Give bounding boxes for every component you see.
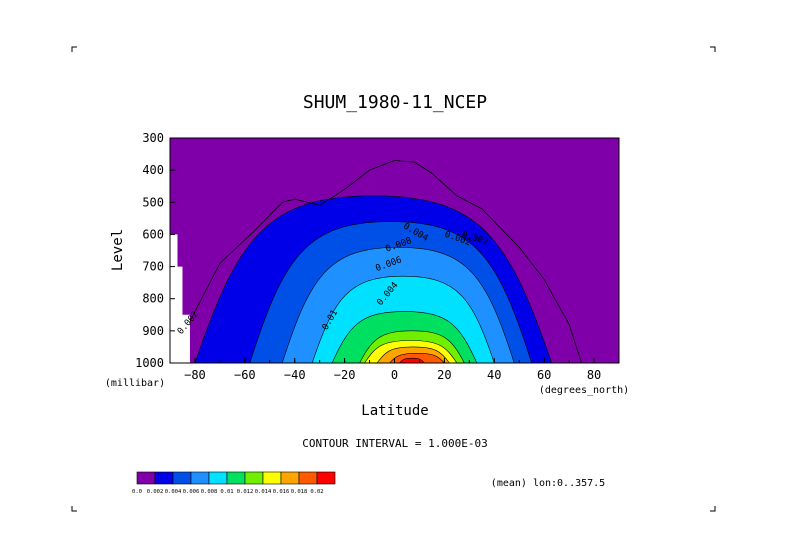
contour-line — [194, 195, 553, 364]
y-tick-label: 1000 — [135, 356, 164, 370]
x-tick-label: −20 — [334, 368, 356, 382]
y-tick-label: 900 — [142, 324, 164, 338]
colorbar-swatch — [298, 471, 318, 485]
colorbar-label: 0.02 — [310, 489, 323, 495]
contour-line — [249, 221, 533, 364]
x-tick-label: −60 — [234, 368, 256, 382]
colorbar-swatch — [316, 471, 336, 485]
x-tick-label: −40 — [284, 368, 306, 382]
colorbar-swatch — [190, 471, 210, 485]
contour-interval: CONTOUR INTERVAL = 1.000E-03 — [302, 437, 487, 450]
colorbar-swatch — [172, 471, 192, 485]
colorbar-label: 0.002 — [147, 489, 164, 495]
y-tick-label: 800 — [142, 292, 164, 306]
colorbar-label: 0.0 — [132, 489, 142, 495]
mean-note: (mean) lon:0..357.5 — [491, 478, 605, 489]
x-tick-label: 80 — [587, 368, 601, 382]
outer-contour-line — [182, 160, 582, 364]
contour-line — [281, 246, 515, 364]
x-tick-label: 20 — [437, 368, 451, 382]
x-tick-label: 40 — [487, 368, 501, 382]
y-tick-label: 400 — [142, 163, 164, 177]
contour-line — [388, 353, 446, 364]
corner-marks — [71, 46, 716, 512]
y-tick-labels: 300 400 500 600 700 800 900 1000 — [135, 131, 175, 370]
colorbar-label: 0.014 — [255, 489, 272, 495]
colorbar-swatch — [244, 471, 264, 485]
x-axis-label: Latitude — [361, 403, 428, 419]
colorbar-label: 0.018 — [291, 489, 308, 495]
colorbar-swatch — [280, 471, 300, 485]
y-tick-label: 700 — [142, 260, 164, 274]
contour-band — [399, 358, 425, 363]
x-tick-label: −80 — [184, 368, 206, 382]
contour-line — [331, 311, 478, 364]
contour-line — [311, 275, 495, 364]
y-axis-units: (millibar) — [105, 378, 165, 389]
x-tick-labels: −80 −60 −40 −20 0 20 40 60 80 — [169, 358, 620, 382]
y-tick-label: 600 — [142, 227, 164, 241]
chart-title: SHUM_1980-11_NCEP — [303, 92, 487, 113]
colorbar-label: 0.006 — [183, 489, 200, 495]
colorbar-label: 0.016 — [273, 489, 290, 495]
x-tick-label: 60 — [537, 368, 551, 382]
colorbar: 0.0 0.002 0.004 0.006 0.008 0.01 0.012 0.014 0.0… — [132, 471, 336, 495]
colorbar-label: 0.004 — [165, 489, 182, 495]
contour-line — [359, 330, 465, 364]
colorbar-swatch — [208, 471, 228, 485]
colorbar-swatch — [136, 471, 156, 485]
y-tick-label: 300 — [142, 131, 164, 145]
contour-line — [376, 346, 450, 364]
x-tick-label: 0 — [391, 368, 398, 382]
contour-line — [364, 340, 458, 364]
colorbar-swatch — [154, 471, 174, 485]
x-axis-units: (degrees_north) — [539, 385, 629, 396]
colorbar-label: 0.008 — [201, 489, 218, 495]
contour-line — [398, 357, 426, 364]
colorbar-label: 0.012 — [237, 489, 254, 495]
colorbar-swatch — [226, 471, 246, 485]
colorbar-label: 0.01 — [220, 489, 233, 495]
colorbar-swatch — [262, 471, 282, 485]
y-axis-label: Level — [110, 229, 126, 271]
y-tick-label: 500 — [142, 195, 164, 209]
